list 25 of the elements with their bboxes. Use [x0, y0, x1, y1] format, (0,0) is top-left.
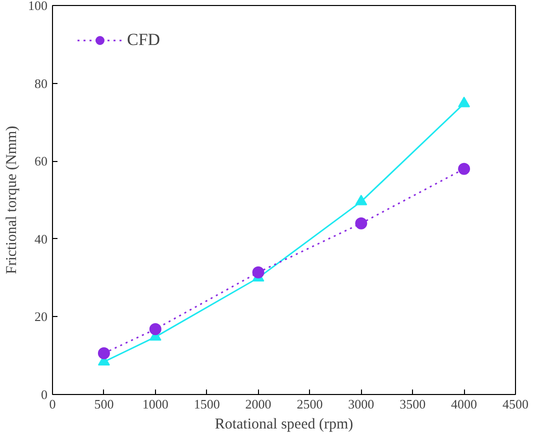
x-tick-label: 1000	[142, 396, 168, 412]
x-tick-label: 2500	[296, 396, 323, 412]
x-tick-label: 3500	[400, 396, 426, 412]
y-tick-label: 20	[34, 309, 48, 324]
point	[149, 323, 162, 336]
y-tick-label: 80	[34, 76, 48, 91]
x-tick-label: 4500	[502, 396, 528, 412]
y-axis-title: Frictional torque (Nmm)	[4, 126, 20, 274]
y-tick-label: 40	[34, 231, 48, 246]
point	[355, 194, 368, 206]
y-tick-label: 100	[28, 0, 48, 13]
x-tick-label: 3000	[348, 396, 374, 412]
x-tick-label: 500	[94, 396, 114, 412]
point	[252, 266, 264, 278]
x-tick-label: 4000	[451, 396, 478, 412]
point	[355, 217, 368, 230]
point	[98, 347, 110, 360]
y-tick-label: 0	[41, 387, 48, 402]
legend-label: CFD	[127, 30, 160, 50]
x-tick-label: 2000	[245, 396, 272, 412]
point	[458, 162, 470, 175]
point	[458, 96, 470, 108]
x-tick-label: 1500	[194, 396, 220, 412]
x-axis-title: Rotational speed (rpm)	[214, 416, 354, 432]
y-tick-label: 60	[34, 154, 48, 169]
